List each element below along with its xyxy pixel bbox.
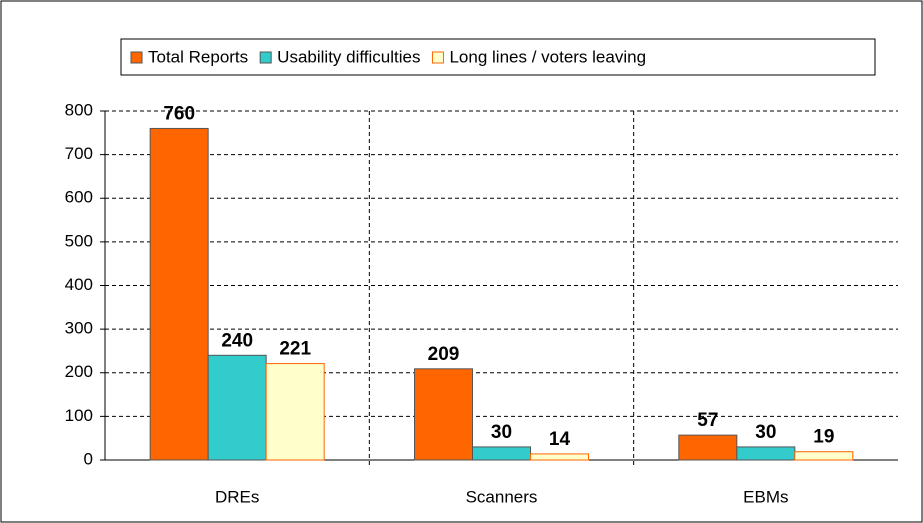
- y-tick-label: 0: [84, 449, 93, 468]
- bar: [794, 451, 854, 461]
- data-label: 19: [813, 427, 834, 448]
- y-tick-label: 300: [65, 319, 93, 338]
- legend-label: Usability difficulties: [277, 47, 420, 66]
- legend-label: Total Reports: [148, 47, 248, 66]
- y-tick-label: 400: [65, 275, 93, 294]
- y-tick-label: 600: [65, 188, 93, 207]
- data-label: 57: [697, 410, 718, 431]
- legend-swatch: [259, 51, 272, 64]
- x-tick-label: Scanners: [466, 487, 538, 506]
- bar: [736, 446, 796, 461]
- bar: [149, 127, 209, 461]
- bar: [207, 354, 267, 461]
- legend-label: Long lines / voters leaving: [449, 47, 646, 66]
- x-tick-label: DREs: [215, 487, 259, 506]
- bar: [414, 368, 473, 461]
- data-label: 30: [491, 422, 512, 443]
- data-label: 760: [163, 103, 195, 124]
- y-tick-label: 700: [65, 144, 93, 163]
- legend-box: [120, 38, 876, 76]
- legend-swatch: [130, 51, 143, 64]
- legend-swatch: [431, 51, 444, 64]
- data-label: 209: [428, 344, 460, 365]
- data-label: 30: [755, 422, 776, 443]
- y-tick-label: 100: [65, 406, 93, 425]
- bar: [530, 453, 589, 461]
- bar: [472, 446, 531, 461]
- data-label: 221: [279, 339, 311, 360]
- bar: [678, 434, 738, 461]
- y-tick-label: 500: [65, 231, 93, 250]
- data-label: 14: [549, 429, 571, 450]
- x-tick-label: EBMs: [743, 487, 788, 506]
- y-tick-label: 200: [65, 362, 93, 381]
- y-tick-label: 800: [65, 100, 93, 119]
- data-label: 240: [221, 330, 253, 351]
- bar: [265, 363, 325, 461]
